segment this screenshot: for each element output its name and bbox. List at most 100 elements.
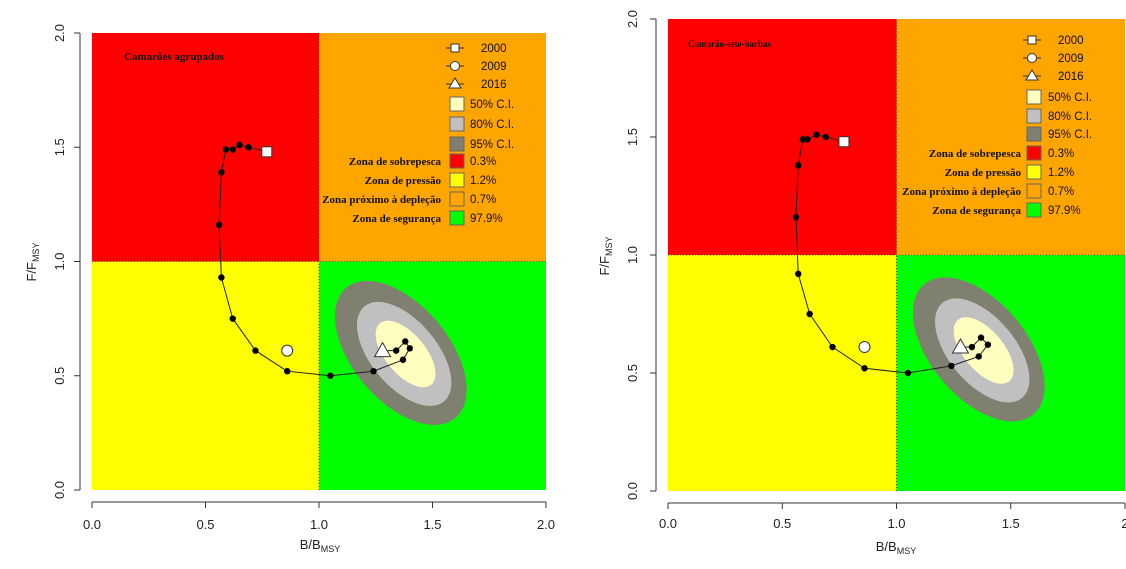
y-tick-label: 1.0 [52, 252, 67, 270]
trajectory-point [975, 353, 982, 360]
legend-zone-name: Zona de sobrepesca [349, 156, 442, 168]
trajectory-point [370, 367, 377, 375]
trajectory-point [977, 334, 985, 341]
legend-year-label: 2009 [481, 61, 507, 73]
legend-ci-label: 50% C.I. [1048, 92, 1092, 104]
confidence-regions [334, 280, 467, 425]
trajectory-point [792, 214, 800, 221]
trajectory-point [399, 356, 407, 363]
trajectory-point [252, 347, 259, 354]
trajectory-point [245, 144, 252, 151]
trajectory-point [861, 365, 868, 372]
panel-title: Camarões agrupados [124, 51, 225, 63]
legend-ci-swatch [449, 136, 465, 152]
legend-square-marker [450, 43, 460, 53]
legend-zone-pct: 0.3% [1048, 148, 1074, 160]
legend-triangle-marker [1025, 69, 1039, 81]
trajectory-point [284, 367, 291, 375]
trajectory-point [218, 274, 225, 281]
trajectory-point [795, 270, 802, 278]
trajectory-point [804, 136, 811, 143]
x-tick-label: 0.0 [659, 516, 677, 531]
legend-ci-swatch [1026, 89, 1042, 105]
legend: 2000 2009 2016 50% C.I. 80% C.I. 95% C.I. Zona… [902, 35, 1092, 218]
trajectory-point [215, 221, 223, 229]
trajectory-point [327, 372, 334, 379]
trajectory-point [813, 131, 820, 138]
legend-zone-name: Zona de segurança [932, 205, 1021, 217]
x-tick-label: 1.0 [887, 516, 905, 531]
trajectory-point [795, 162, 802, 169]
legend-ci-label: 80% C.I. [1048, 111, 1092, 123]
legend-zone-pct: 0.7% [1048, 186, 1074, 198]
legend-zone-name: Zona de pressão [365, 175, 442, 187]
legend-triangle-marker [448, 77, 462, 89]
year-marker-2000 [838, 136, 850, 148]
trajectory-point [406, 345, 413, 352]
x-tick-label: 0.5 [773, 516, 791, 531]
x-tick-label: 2.0 [537, 517, 555, 532]
y-tick-label: 1.0 [625, 246, 640, 264]
ci50-region [375, 320, 436, 388]
y-tick-label: 0.5 [625, 364, 640, 382]
legend-ci-label: 95% C.I. [470, 139, 514, 151]
y-tick-label: 0.0 [625, 482, 640, 500]
chart-panel-1: 0.0 0.5 1.0 1.5 2.0 0.0 0.5 1.0 1.5 2.0 B/BMSY F/FM… [24, 24, 555, 554]
legend-year-label: 2000 [481, 43, 507, 55]
x-tick-label: 2 [1121, 516, 1126, 531]
y-tick-label: 1.5 [625, 128, 640, 146]
zone-near-depletion [896, 19, 1125, 255]
legend-ci-label: 95% C.I. [1048, 129, 1092, 141]
legend-zone-swatch [449, 153, 465, 169]
zone-pressure [92, 261, 319, 490]
y-tick-label: 1.5 [52, 138, 67, 156]
legend-zone-name: Zona de sobrepesca [929, 148, 1022, 160]
legend-year-label: 2009 [1058, 53, 1084, 65]
trajectory-point [229, 146, 236, 153]
legend-ci-swatch [449, 116, 465, 132]
year-marker-2009 [858, 341, 871, 354]
x-tick-label: 0.0 [83, 517, 101, 532]
legend-ci-swatch [1026, 126, 1042, 142]
legend-zone-name: Zona próximo à depleção [322, 194, 441, 206]
zone-near-depletion [319, 33, 546, 262]
year-marker-2016 [373, 341, 392, 358]
legend-zone-pct: 0.3% [470, 156, 496, 168]
trajectory-point [222, 146, 230, 153]
legend-zone-swatch [449, 172, 465, 188]
y-axis-label: F/FMSY [597, 236, 614, 275]
year-marker-2016 [951, 338, 970, 354]
x-axis-label: B/BMSY [300, 537, 340, 554]
y-axis-label: F/FMSY [24, 242, 41, 281]
legend-zone-swatch [1026, 145, 1042, 161]
legend-ci-label: 80% C.I. [470, 119, 514, 131]
legend-circle-marker [450, 61, 460, 71]
x-axis-label: B/BMSY [876, 539, 916, 556]
legend-zone-name: Zona de pressão [945, 167, 1022, 179]
legend-zone-swatch [449, 191, 465, 207]
legend-ci-swatch [449, 96, 465, 112]
legend-year-label: 2016 [1058, 71, 1084, 83]
y-tick-label: 0.0 [52, 481, 67, 499]
trajectory-point [984, 341, 992, 348]
legend-zone-pct: 0.7% [470, 194, 496, 206]
legend-zone-pct: 1.2% [470, 175, 496, 187]
y-tick-label: 2.0 [52, 24, 67, 42]
trajectory-point [218, 169, 225, 176]
y-tick-label: 2.0 [625, 10, 640, 28]
legend-zone-pct: 97.9% [1048, 205, 1081, 217]
legend-zone-swatch [1026, 164, 1042, 180]
legend-ci-swatch [1026, 108, 1042, 124]
legend-zone-swatch [1026, 202, 1042, 218]
trajectory-point [229, 315, 236, 322]
trajectory-point [402, 338, 409, 345]
x-tick-label: 1.0 [310, 517, 328, 532]
legend-zone-name: Zona de segurança [352, 213, 441, 225]
trajectory-point [968, 343, 976, 351]
legend-zone-swatch [449, 210, 465, 226]
trajectory-point [948, 362, 955, 370]
trajectory-point [236, 141, 243, 149]
legend-zone-pct: 97.9% [470, 213, 503, 225]
legend-zone-pct: 1.2% [1048, 167, 1074, 179]
x-tick-label: 1.5 [1002, 516, 1020, 531]
